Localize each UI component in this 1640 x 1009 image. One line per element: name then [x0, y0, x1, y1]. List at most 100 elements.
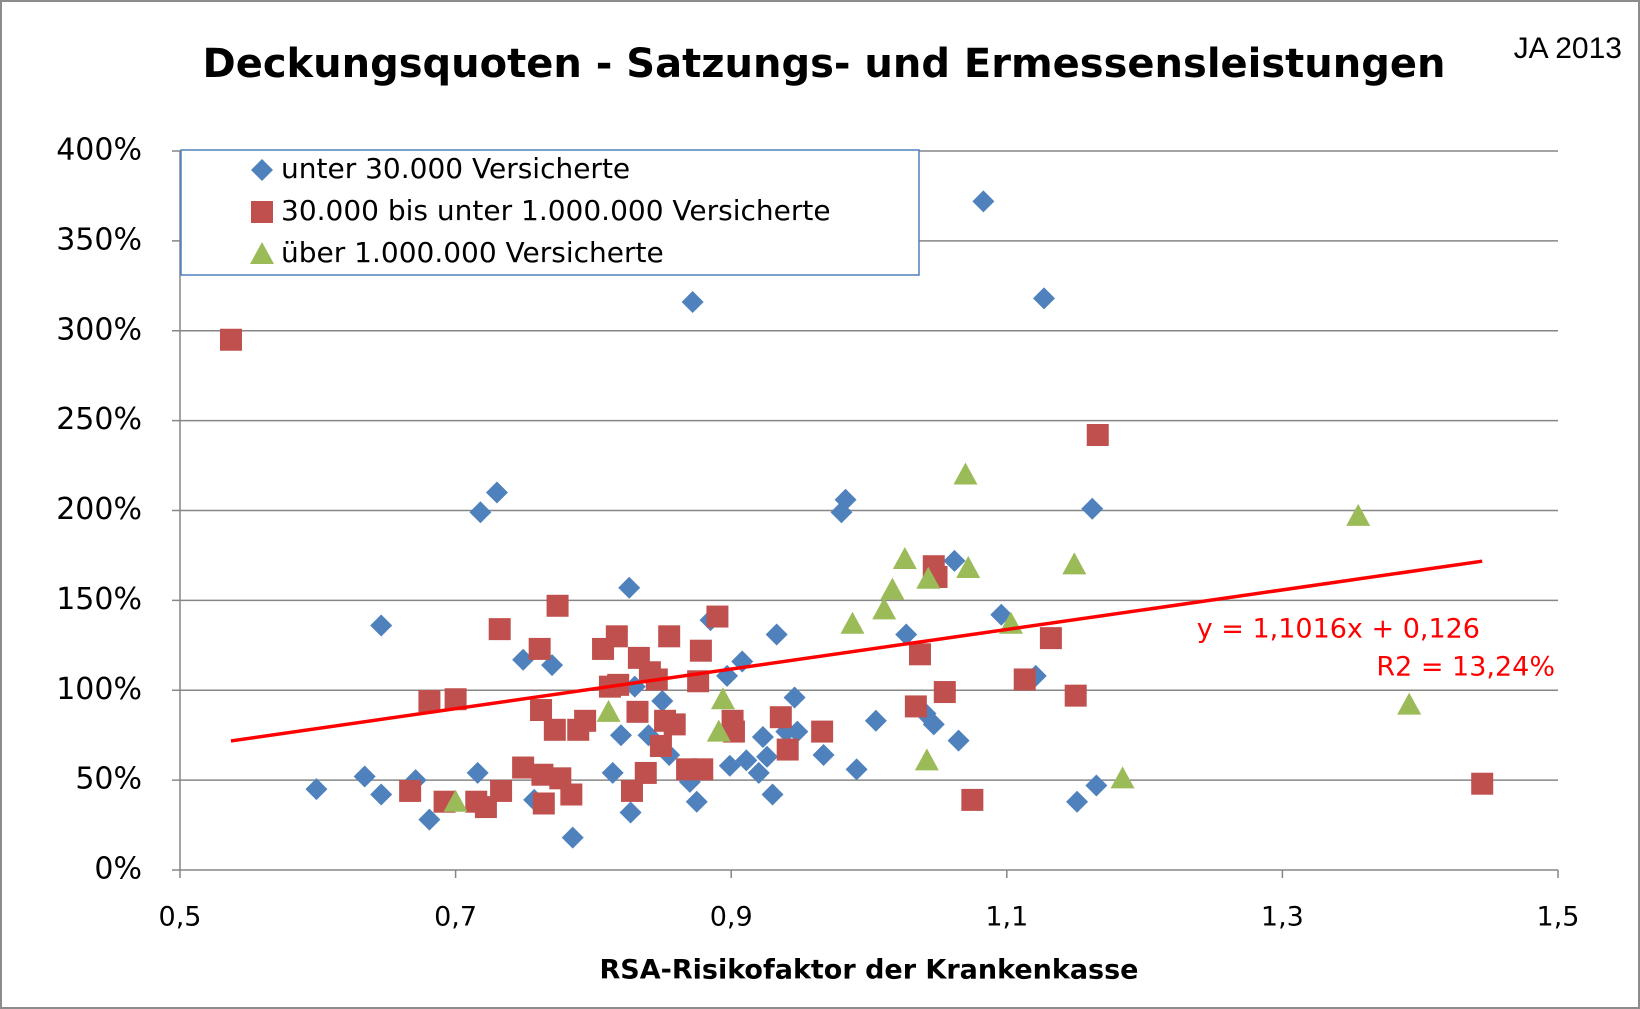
point: [1086, 424, 1109, 447]
point: [1110, 766, 1135, 789]
x-axis-title: RSA-Risikofaktor der Krankenkasse: [599, 955, 1138, 986]
legend: unter 30.000 Versicherte 30.000 bis unter…: [180, 149, 920, 276]
point: [892, 547, 917, 570]
point: [769, 706, 792, 729]
point: [706, 605, 729, 628]
point: [1033, 287, 1056, 310]
y-tick-label: 50%: [75, 762, 142, 797]
x-tick-label: 0,9: [710, 902, 753, 933]
point: [1085, 774, 1108, 797]
point: [895, 623, 918, 646]
point: [756, 745, 779, 768]
point: [706, 719, 731, 742]
x-tick-label: 1,3: [1261, 902, 1304, 933]
point: [490, 779, 513, 802]
point: [512, 648, 535, 671]
point: [618, 576, 641, 599]
legend-marker: [251, 159, 273, 181]
legend-marker: [251, 201, 273, 223]
point: [443, 789, 468, 812]
point: [880, 577, 905, 600]
legend-marker: [250, 242, 274, 264]
point: [658, 625, 681, 648]
point: [1397, 692, 1422, 715]
point: [735, 749, 758, 772]
point: [786, 720, 809, 743]
point: [681, 290, 704, 313]
legend-label: über 1.000.000 Versicherte: [281, 236, 664, 269]
point: [751, 725, 774, 748]
point: [466, 761, 489, 784]
trendline: [230, 559, 1483, 743]
point: [933, 681, 956, 704]
point: [914, 748, 939, 771]
point: [626, 700, 649, 723]
x-tick-label: 1,1: [985, 902, 1028, 933]
point: [485, 481, 508, 504]
point: [370, 783, 393, 806]
chart-subtitle: JA 2013: [1514, 32, 1622, 65]
point: [1039, 627, 1062, 650]
point: [972, 190, 995, 213]
y-tick-label: 150%: [56, 582, 142, 617]
point: [649, 734, 672, 757]
y-tick-label: 0%: [94, 852, 142, 887]
point: [718, 754, 741, 777]
point: [811, 720, 834, 743]
point: [685, 790, 708, 813]
point: [370, 614, 393, 637]
point: [596, 699, 621, 722]
point: [765, 623, 788, 646]
point: [916, 566, 941, 589]
point: [219, 328, 242, 351]
point: [1346, 503, 1371, 526]
point: [530, 699, 553, 722]
y-tick-label: 200%: [56, 492, 142, 527]
point: [812, 743, 835, 766]
point: [561, 826, 584, 849]
point: [546, 594, 569, 617]
point: [488, 618, 511, 641]
point: [761, 783, 784, 806]
y-tick-label: 250%: [56, 402, 142, 437]
point: [783, 686, 806, 709]
point: [543, 718, 566, 741]
point: [444, 688, 467, 711]
point: [532, 792, 555, 815]
point: [1471, 772, 1494, 795]
point: [864, 709, 887, 732]
point: [872, 597, 897, 620]
point: [531, 763, 554, 786]
point: [1062, 552, 1087, 575]
point: [605, 625, 628, 648]
point: [691, 758, 714, 781]
point: [574, 709, 597, 732]
point: [722, 720, 745, 743]
x-tick-label: 1,5: [1537, 902, 1580, 933]
point: [845, 758, 868, 781]
y-tick-label: 300%: [56, 312, 142, 347]
point: [620, 779, 643, 802]
y-tick-label: 400%: [56, 133, 142, 168]
point: [1066, 790, 1089, 813]
point: [776, 738, 799, 761]
y-tick-label: 350%: [56, 222, 142, 257]
point: [840, 611, 865, 634]
point: [710, 687, 735, 710]
point: [947, 729, 970, 752]
y-tick-label: 100%: [56, 672, 142, 707]
point: [399, 779, 422, 802]
legend-box: [180, 149, 920, 276]
point: [469, 501, 492, 524]
point: [747, 761, 770, 784]
annotation: R2 = 13,24%: [1376, 652, 1555, 683]
point: [418, 690, 441, 713]
legend-label: 30.000 bis unter 1.000.000 Versicherte: [281, 194, 831, 227]
point: [634, 761, 657, 784]
point: [305, 778, 328, 801]
point: [619, 801, 642, 824]
point: [1013, 668, 1036, 691]
point: [1064, 684, 1087, 707]
point: [1081, 497, 1104, 520]
point: [956, 556, 981, 579]
